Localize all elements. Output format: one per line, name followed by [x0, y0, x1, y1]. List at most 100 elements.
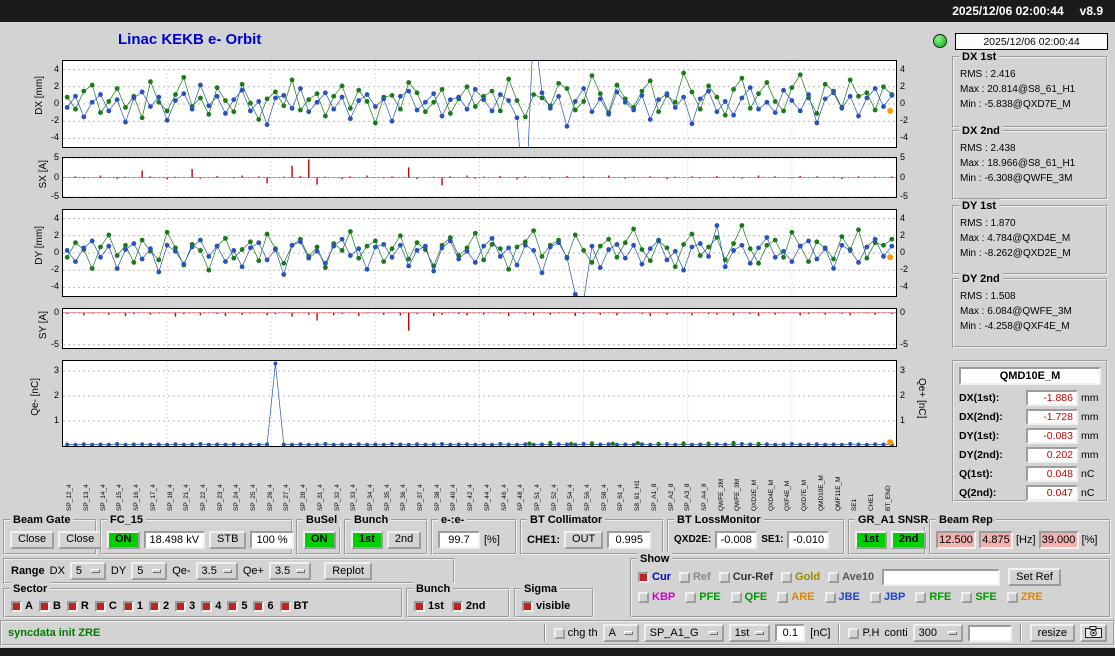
- checkbox-indicator[interactable]: [915, 591, 927, 603]
- beam-gate-close-button-1[interactable]: Close: [10, 530, 55, 549]
- bunch-2nd-checkbox[interactable]: 2nd: [451, 600, 485, 612]
- checkbox-indicator[interactable]: [201, 600, 213, 612]
- show-qfe-checkbox[interactable]: QFE: [730, 591, 767, 603]
- monitor-row-label: DX(1st):: [959, 391, 1000, 404]
- show-kbp-checkbox[interactable]: KBP: [638, 591, 675, 603]
- sector-4-checkbox[interactable]: 4: [201, 600, 221, 612]
- sector-1-checkbox[interactable]: 1: [122, 600, 143, 612]
- snapshot-camera-button[interactable]: [1080, 624, 1107, 642]
- checkbox-indicator[interactable]: [11, 600, 22, 612]
- qxd2e-label: QXD2E:: [674, 534, 712, 545]
- x-device-label: SP_48_4: [517, 484, 525, 511]
- checkbox-indicator[interactable]: [414, 600, 425, 612]
- checkbox-indicator[interactable]: [961, 591, 973, 603]
- checkbox-indicator[interactable]: [175, 600, 187, 612]
- option-menu-glyph: [90, 569, 100, 573]
- range-qe-minus-select[interactable]: 3.5: [195, 562, 238, 580]
- checkbox-indicator[interactable]: [253, 600, 265, 612]
- bunch-2nd-button[interactable]: 2nd: [386, 530, 422, 549]
- sector-c-checkbox[interactable]: C: [94, 600, 117, 612]
- resize-button[interactable]: resize: [1029, 624, 1075, 642]
- checkbox-indicator[interactable]: [638, 591, 649, 603]
- checkbox-label: 2: [162, 600, 170, 612]
- sector-select[interactable]: A: [602, 624, 639, 642]
- show-jbp-checkbox[interactable]: JBP: [869, 591, 905, 603]
- device-select[interactable]: SP_A1_G: [643, 624, 724, 642]
- monitor-row-value: -0.083: [1026, 427, 1078, 444]
- show-cur-ref-checkbox[interactable]: Cur-Ref: [718, 571, 773, 583]
- checkbox-indicator[interactable]: [122, 600, 134, 612]
- checkbox-indicator[interactable]: [38, 600, 50, 612]
- interval-select[interactable]: 300: [912, 624, 963, 642]
- x-device-label: SP_31_4: [316, 484, 324, 511]
- checkbox-indicator[interactable]: [227, 600, 239, 612]
- checkbox-label: B: [52, 600, 61, 612]
- se1-label: SE1:: [761, 534, 784, 545]
- checkbox-indicator[interactable]: [638, 571, 649, 583]
- busel-on-button[interactable]: ON: [303, 530, 336, 549]
- bunch-1st-checkbox[interactable]: 1st: [414, 600, 444, 612]
- x-device-label: SP_14_4: [99, 484, 107, 511]
- ph-checkbox[interactable]: P.H: [848, 627, 879, 639]
- stat-dx-1st-rms: RMS : 2.416: [960, 69, 1016, 80]
- checkbox-indicator[interactable]: [522, 600, 533, 612]
- fc15-stb-button[interactable]: STB: [209, 530, 247, 549]
- checkbox-indicator[interactable]: [781, 571, 793, 583]
- replot-button[interactable]: Replot: [324, 562, 373, 580]
- checkbox-indicator[interactable]: [553, 627, 565, 639]
- checkbox-indicator[interactable]: [869, 591, 881, 603]
- checkbox-indicator[interactable]: [718, 571, 730, 583]
- sector-r-checkbox[interactable]: R: [66, 600, 89, 612]
- show-sfe-checkbox[interactable]: SFE: [961, 591, 997, 603]
- checkbox-indicator[interactable]: [451, 600, 463, 612]
- gr-a1-2nd-button[interactable]: 2nd: [890, 530, 927, 549]
- option-menu-glyph: [296, 569, 306, 573]
- checkbox-indicator[interactable]: [279, 600, 291, 612]
- bunch-select[interactable]: 1st: [728, 624, 771, 642]
- checkbox-indicator[interactable]: [148, 600, 160, 612]
- x-device-label: SP_40_4: [450, 484, 458, 511]
- show-zre-checkbox[interactable]: ZRE: [1006, 591, 1043, 603]
- checkbox-indicator[interactable]: [730, 591, 742, 603]
- checkbox-indicator[interactable]: [678, 571, 690, 583]
- checkbox-indicator[interactable]: [848, 627, 860, 639]
- sector-3-checkbox[interactable]: 3: [175, 600, 195, 612]
- ref-file-input[interactable]: [882, 568, 1001, 586]
- show-cur-checkbox[interactable]: Cur: [638, 571, 671, 583]
- sector-6-checkbox[interactable]: 6: [253, 600, 274, 612]
- beam-gate-close-button-2[interactable]: Close: [58, 530, 103, 549]
- range-qe-plus-select[interactable]: 3.5: [268, 562, 312, 580]
- sector-a-checkbox[interactable]: A: [11, 600, 33, 612]
- checkbox-indicator[interactable]: [824, 591, 836, 603]
- show-rfe-checkbox[interactable]: RFE: [915, 591, 951, 603]
- show-jbe-checkbox[interactable]: JBE: [824, 591, 860, 603]
- sector-b-checkbox[interactable]: B: [38, 600, 61, 612]
- chg-th-checkbox[interactable]: chg th: [553, 627, 598, 639]
- fc15-on-button[interactable]: ON: [107, 530, 140, 549]
- checkbox-indicator[interactable]: [685, 591, 697, 603]
- checkbox-indicator[interactable]: [777, 591, 789, 603]
- show-pfe-checkbox[interactable]: PFE: [685, 591, 721, 603]
- gr-a1-1st-button[interactable]: 1st: [855, 530, 887, 549]
- show-ref-checkbox[interactable]: Ref: [678, 571, 711, 583]
- sigma-visible-checkbox[interactable]: visible: [522, 600, 570, 612]
- show-ave10-checkbox[interactable]: Ave10: [828, 571, 874, 583]
- show-are-checkbox[interactable]: ARE: [777, 591, 815, 603]
- sector-2-checkbox[interactable]: 2: [148, 600, 170, 612]
- checkbox-indicator[interactable]: [66, 600, 78, 612]
- checkbox-indicator[interactable]: [1006, 591, 1018, 603]
- y-tick-label: 3: [53, 365, 59, 375]
- sector-5-checkbox[interactable]: 5: [227, 600, 247, 612]
- count-input[interactable]: [967, 624, 1012, 642]
- stat-dx-1st-min: Min : -5.838@QXD7E_M: [960, 99, 1071, 110]
- checkbox-indicator[interactable]: [828, 571, 840, 583]
- fc15-title: FC_15: [107, 513, 147, 527]
- checkbox-indicator[interactable]: [94, 600, 106, 612]
- range-dx-select[interactable]: 5: [69, 562, 106, 580]
- bunch-1st-button[interactable]: 1st: [351, 530, 383, 549]
- set-ref-button[interactable]: Set Ref: [1008, 568, 1061, 586]
- sector-bt-checkbox[interactable]: BT: [279, 600, 308, 612]
- che1-out-button[interactable]: OUT: [564, 530, 604, 549]
- range-dy-select[interactable]: 5: [131, 562, 168, 580]
- show-gold-checkbox[interactable]: Gold: [781, 571, 820, 583]
